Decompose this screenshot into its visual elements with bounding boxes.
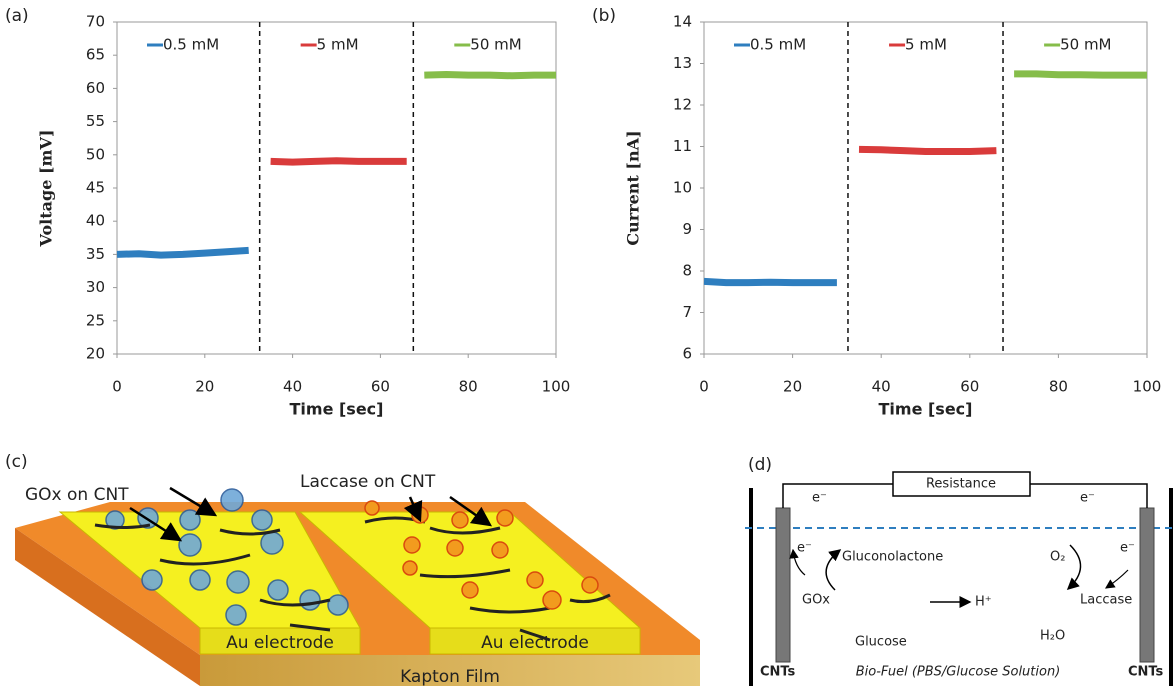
label: e⁻ xyxy=(1080,491,1095,506)
pointer-arrow xyxy=(169,486,218,517)
y-tick-label: 65 xyxy=(86,46,105,64)
y-tick-label: 50 xyxy=(86,145,105,163)
x-tick-label: 80 xyxy=(1049,378,1068,396)
label: e⁻ xyxy=(797,541,812,556)
pointer-arrow xyxy=(129,506,183,542)
label: Au electrode xyxy=(481,633,589,653)
substrate-side xyxy=(15,528,200,686)
panel-label: (d) xyxy=(748,455,772,475)
substrate-front xyxy=(200,655,700,686)
x-tick-label: 80 xyxy=(459,378,478,396)
label: GOx xyxy=(802,593,830,608)
electrode-front xyxy=(429,627,641,655)
label: CNTs xyxy=(1128,665,1164,680)
x-tick-label: 60 xyxy=(371,378,390,396)
electron-arrow xyxy=(1105,569,1129,589)
electron-arrow xyxy=(789,548,806,576)
y-tick-label: 40 xyxy=(86,212,105,230)
y-tick-label: 9 xyxy=(682,220,692,238)
y-tick-label: 60 xyxy=(86,79,105,97)
y-axis-label: Current [nA] xyxy=(624,130,643,245)
label: GOx on CNT xyxy=(25,485,129,505)
label: Kapton Film xyxy=(400,667,500,686)
reaction-arrow xyxy=(825,549,842,591)
cnt-electrode xyxy=(1139,507,1155,663)
x-tick-label: 100 xyxy=(542,378,571,396)
legend-label: 5 mM xyxy=(905,36,947,54)
plot-frame xyxy=(116,21,557,355)
electrode-front xyxy=(199,627,361,655)
x-axis-label: Time [sec] xyxy=(290,400,384,419)
panel-label: (c) xyxy=(5,452,28,472)
series-line xyxy=(1014,70,1147,79)
label: Bio-Fuel (PBS/Glucose Solution) xyxy=(856,665,1061,680)
y-tick-label: 13 xyxy=(673,54,692,72)
label: O₂ xyxy=(1050,550,1065,565)
label: H₂O xyxy=(1040,629,1065,644)
resistor xyxy=(892,471,1031,497)
label: Resistance xyxy=(926,477,996,492)
wire xyxy=(1030,483,1148,508)
wire xyxy=(782,483,893,508)
x-tick-label: 20 xyxy=(783,378,802,396)
y-tick-label: 6 xyxy=(682,345,692,363)
y-tick-label: 7 xyxy=(682,303,692,321)
plot-frame xyxy=(703,21,1148,355)
x-tick-label: 40 xyxy=(283,378,302,396)
legend-label: 0.5 mM xyxy=(163,36,219,54)
x-tick-label: 0 xyxy=(699,378,709,396)
label: Au electrode xyxy=(226,633,334,653)
label: Laccase on CNT xyxy=(300,472,436,492)
panel-c: (c) GOx on CNT Laccase on CNT Au electro… xyxy=(5,452,700,686)
label: Gluconolactone xyxy=(842,550,943,565)
series-line xyxy=(116,246,249,259)
panel-label: (b) xyxy=(592,6,616,26)
series-line xyxy=(703,277,837,287)
label: e⁻ xyxy=(1120,541,1135,556)
y-tick-label: 45 xyxy=(86,179,105,197)
legend-label: 0.5 mM xyxy=(750,36,806,54)
x-tick-label: 100 xyxy=(1133,378,1162,396)
x-tick-label: 0 xyxy=(112,378,122,396)
y-tick-label: 70 xyxy=(86,13,105,31)
label: e⁻ xyxy=(812,491,827,506)
y-tick-label: 20 xyxy=(86,345,105,363)
x-axis-label: Time [sec] xyxy=(879,400,973,419)
legend-label: 5 mM xyxy=(317,36,359,54)
y-tick-label: 55 xyxy=(86,112,105,130)
label: Glucose xyxy=(855,635,907,650)
y-tick-label: 25 xyxy=(86,311,105,329)
label: Laccase xyxy=(1080,593,1132,608)
cnt-strands xyxy=(94,516,611,642)
y-tick-label: 30 xyxy=(86,278,105,296)
panel-label: (a) xyxy=(5,6,29,26)
y-tick-label: 14 xyxy=(673,13,692,31)
cnt-electrode xyxy=(775,507,791,663)
pointer-arrow xyxy=(449,495,493,527)
x-tick-label: 20 xyxy=(195,378,214,396)
y-axis-label: Voltage [mV] xyxy=(37,130,56,248)
gox-particles xyxy=(105,488,349,626)
reaction-arrow xyxy=(1066,544,1082,591)
pointer-arrow xyxy=(403,496,423,523)
y-tick-label: 8 xyxy=(682,262,692,280)
label: H⁺ xyxy=(975,595,992,610)
legend-label: 50 mM xyxy=(470,36,521,54)
series-line xyxy=(858,145,997,155)
label: CNTs xyxy=(760,665,796,680)
y-tick-label: 11 xyxy=(673,137,692,155)
x-tick-label: 40 xyxy=(872,378,891,396)
series-line xyxy=(424,71,556,80)
y-tick-label: 12 xyxy=(673,96,692,114)
legend-label: 50 mM xyxy=(1060,36,1111,54)
y-tick-label: 35 xyxy=(86,245,105,263)
y-tick-label: 10 xyxy=(673,179,692,197)
x-tick-label: 60 xyxy=(960,378,979,396)
series-line xyxy=(270,157,407,166)
panel-d: (d) Resistance e⁻ e⁻ e⁻ e⁻ Gluconolacton… xyxy=(745,455,1173,686)
